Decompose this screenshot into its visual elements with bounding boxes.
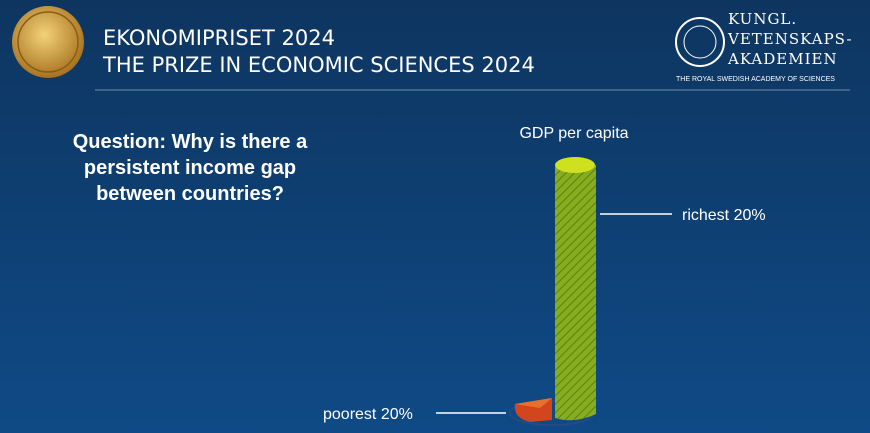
question-line: between countries?	[96, 183, 284, 205]
poorest-label: poorest 20%	[323, 406, 413, 423]
figure-title: GDP per capita	[519, 125, 628, 142]
question-line: Question: Why is there a	[73, 131, 308, 153]
academy-seal	[675, 17, 725, 67]
poorest-wedge-top	[515, 398, 552, 408]
question-line: persistent income gap	[84, 157, 296, 179]
medal	[12, 6, 84, 78]
richest-bar-top	[555, 157, 595, 173]
academy-seal-inner	[683, 25, 717, 59]
medal-rim	[17, 11, 79, 73]
logo-line: VETENSKAPS-	[727, 30, 853, 48]
logo-line: KUNGL.	[728, 10, 797, 28]
logo-tagline: THE ROYAL SWEDISH ACADEMY OF SCIENCES	[676, 76, 835, 83]
logo-line: AKADEMIEN	[727, 50, 838, 68]
richest-bar	[555, 165, 596, 421]
title-en: THE PRIZE IN ECONOMIC SCIENCES 2024	[102, 53, 535, 77]
title-sv: EKONOMIPRISET 2024	[103, 26, 335, 50]
richest-label: richest 20%	[682, 207, 766, 224]
